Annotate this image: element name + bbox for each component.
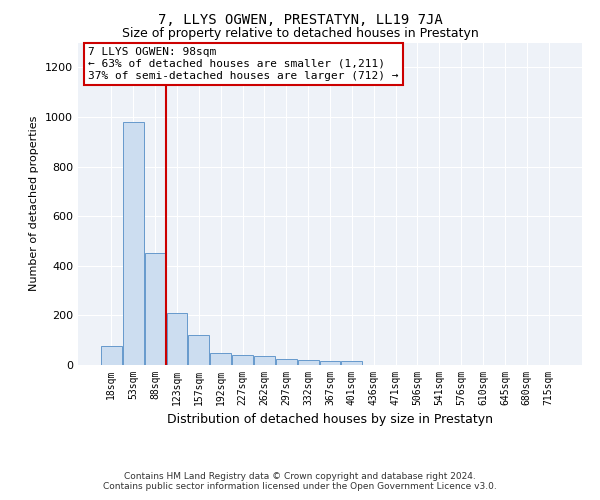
Bar xyxy=(101,346,122,365)
Bar xyxy=(232,355,253,365)
Bar xyxy=(145,254,166,365)
Bar xyxy=(298,360,319,365)
Text: Contains HM Land Registry data © Crown copyright and database right 2024.
Contai: Contains HM Land Registry data © Crown c… xyxy=(103,472,497,491)
Bar xyxy=(276,359,296,365)
Y-axis label: Number of detached properties: Number of detached properties xyxy=(29,116,40,292)
Bar xyxy=(167,313,187,365)
X-axis label: Distribution of detached houses by size in Prestatyn: Distribution of detached houses by size … xyxy=(167,414,493,426)
Text: 7 LLYS OGWEN: 98sqm
← 63% of detached houses are smaller (1,211)
37% of semi-det: 7 LLYS OGWEN: 98sqm ← 63% of detached ho… xyxy=(88,48,398,80)
Text: Size of property relative to detached houses in Prestatyn: Size of property relative to detached ho… xyxy=(122,28,478,40)
Bar xyxy=(320,362,340,365)
Bar xyxy=(123,122,143,365)
Bar xyxy=(341,362,362,365)
Bar xyxy=(254,356,275,365)
Text: 7, LLYS OGWEN, PRESTATYN, LL19 7JA: 7, LLYS OGWEN, PRESTATYN, LL19 7JA xyxy=(158,12,442,26)
Bar xyxy=(188,335,209,365)
Bar xyxy=(210,352,231,365)
